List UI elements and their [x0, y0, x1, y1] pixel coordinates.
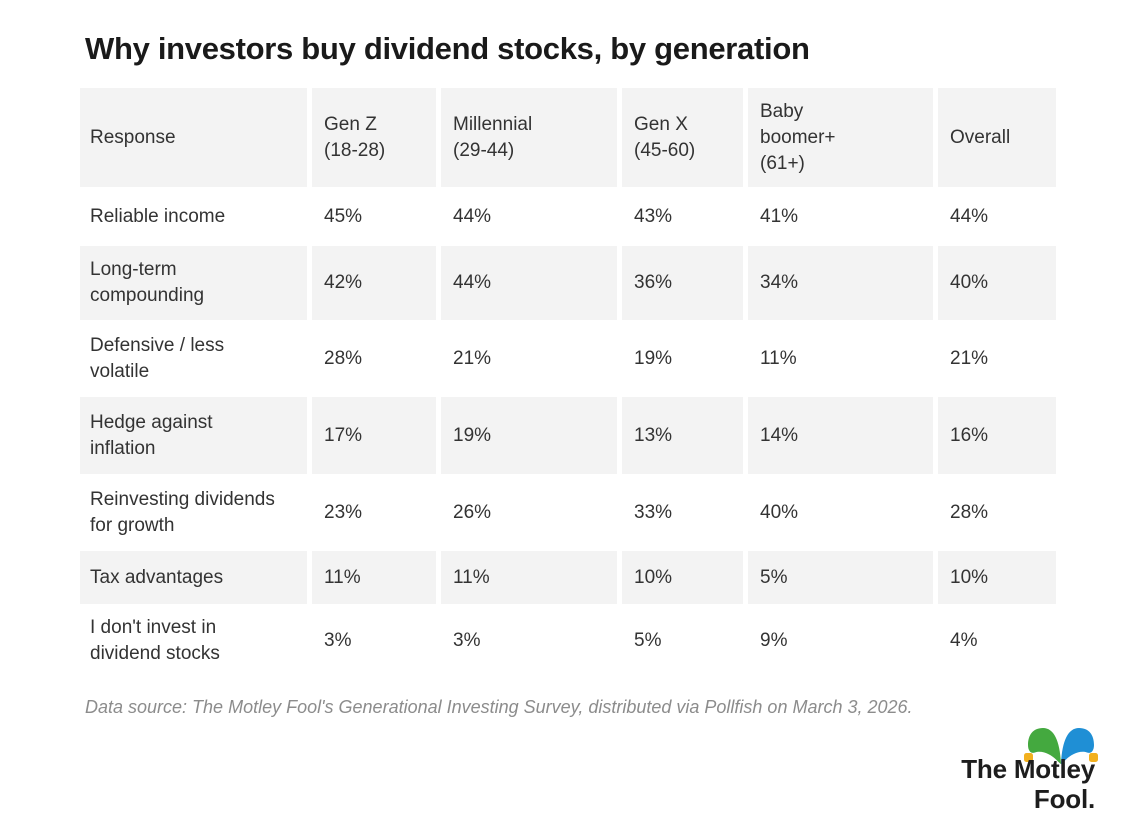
cell-value: 21%	[950, 347, 989, 369]
cell-value: 23%	[312, 474, 441, 551]
table-row-defensive-less-volatile: Defensive / less volatile 28% 21% 19% 11…	[80, 320, 1056, 397]
cell-value: 5%	[622, 604, 748, 678]
table-row-dont-invest: I don't invest in dividend stocks 3% 3% …	[80, 604, 1056, 678]
column-header-response: Response	[80, 88, 312, 187]
survey-table: Response Gen Z (18-28) Millennial (29-44…	[80, 88, 1056, 678]
table-row-reinvesting-dividends: Reinvesting dividends for growth 23% 26%…	[80, 474, 1056, 551]
cell-value: 14%	[748, 397, 938, 474]
cell-value: 28%	[950, 501, 989, 523]
infographic: Why investors buy dividend stocks, by ge…	[80, 30, 1056, 719]
cell-value: 11%	[441, 551, 622, 604]
cell-value: 3%	[312, 604, 441, 678]
column-header-millennial: Millennial (29-44)	[441, 88, 622, 187]
cell-value: 9%	[748, 604, 938, 678]
cell-value: 33%	[622, 474, 748, 551]
cell-value: 40%	[748, 474, 938, 551]
table-header-row: Response Gen Z (18-28) Millennial (29-44…	[80, 88, 1056, 187]
row-label: Reliable income	[80, 187, 312, 246]
cell-value: 41%	[748, 187, 938, 246]
row-label: I don't invest in dividend stocks	[80, 604, 312, 678]
row-label: Defensive / less volatile	[80, 320, 312, 397]
cell-value: 19%	[441, 397, 622, 474]
cell-value: 40%	[938, 246, 1056, 320]
table-row-hedge-against-inflation: Hedge against inflation 17% 19% 13% 14% …	[80, 397, 1056, 474]
cell-value: 28%	[312, 320, 441, 397]
jester-hat-icon	[1024, 728, 1098, 764]
table-row-tax-advantages: Tax advantages 11% 11% 10% 5% 10%	[80, 551, 1056, 604]
jester-bell-left-icon	[1024, 753, 1033, 762]
column-header-gen-z: Gen Z (18-28)	[312, 88, 441, 187]
row-label: Reinvesting dividends for growth	[80, 474, 312, 551]
table-row-long-term-compounding: Long-term compounding 42% 44% 36% 34% 40…	[80, 246, 1056, 320]
cell-value: 3%	[441, 604, 622, 678]
cell-value: 13%	[622, 397, 748, 474]
cell-value: 17%	[312, 397, 441, 474]
cell-value: 10%	[938, 551, 1056, 604]
cell-value: 34%	[748, 246, 938, 320]
cell-value: 11%	[748, 320, 938, 397]
cell-value: 36%	[622, 246, 748, 320]
cell-value: 11%	[312, 551, 441, 604]
column-header-gen-x: Gen X (45-60)	[622, 88, 748, 187]
cell-value: 16%	[938, 397, 1056, 474]
cell-value: 19%	[622, 320, 748, 397]
column-header-baby-boomer: Baby boomer+ (61+)	[748, 88, 938, 187]
cell-value: 5%	[748, 551, 938, 604]
cell-value: 45%	[312, 187, 441, 246]
table-row-reliable-income: Reliable income 45% 44% 43% 41% 44%	[80, 187, 1056, 246]
cell-value: 26%	[441, 474, 622, 551]
row-label: Tax advantages	[80, 551, 312, 604]
cell-value: 44%	[441, 246, 622, 320]
cell-value: 42%	[312, 246, 441, 320]
jester-hat-left-lobe	[1028, 728, 1061, 764]
column-header-overall: Overall	[938, 88, 1056, 187]
cell-value: 4%	[950, 630, 978, 651]
cell-value: 43%	[622, 187, 748, 246]
cell-value: 21%	[441, 320, 622, 397]
jester-hat-right-lobe	[1061, 728, 1094, 764]
cell-value: 44%	[950, 205, 989, 227]
jester-bell-right-icon	[1089, 753, 1098, 762]
page-title: Why investors buy dividend stocks, by ge…	[85, 31, 810, 66]
cell-value: 44%	[441, 187, 622, 246]
row-label: Hedge against inflation	[80, 397, 312, 474]
cell-value: 10%	[622, 551, 748, 604]
row-label: Long-term compounding	[80, 246, 312, 320]
logo-text: The Motley Fool.	[961, 754, 1095, 814]
data-source-note: Data source: The Motley Fool's Generatio…	[85, 697, 913, 717]
motley-fool-logo: The Motley Fool.	[895, 726, 1098, 814]
